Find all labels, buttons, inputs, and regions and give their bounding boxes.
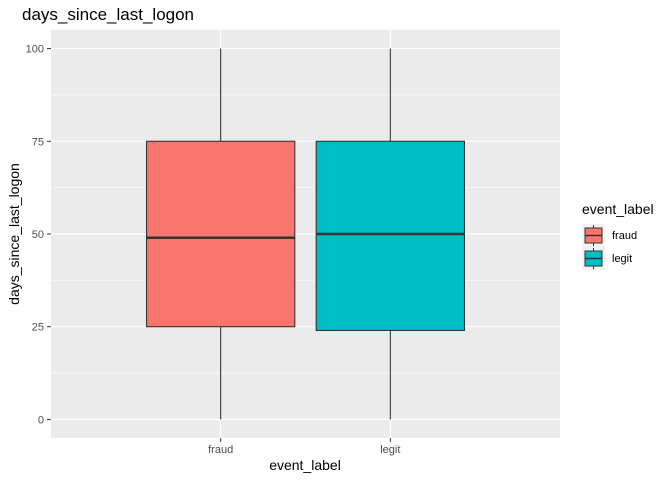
chart-title: days_since_last_logon xyxy=(22,5,194,24)
box-fraud xyxy=(145,48,296,420)
legend: event_label fraud legit xyxy=(582,201,654,270)
x-tick-label: legit xyxy=(380,444,400,456)
plot-panel xyxy=(51,30,560,438)
box-body xyxy=(315,140,466,331)
y-tick-label: 0 xyxy=(38,414,44,426)
box-body xyxy=(145,140,296,328)
axes: 0 25 50 75 100 fraud legit xyxy=(26,44,401,456)
box-legit xyxy=(315,48,466,420)
legend-item-legit: legit xyxy=(582,247,632,270)
legend-label: legit xyxy=(612,253,632,265)
legend-item-fraud: fraud xyxy=(582,224,637,247)
y-tick-label: 50 xyxy=(32,229,44,241)
legend-label: fraud xyxy=(612,230,637,242)
legend-title: event_label xyxy=(582,201,654,217)
y-tick-label: 25 xyxy=(32,322,44,334)
y-axis-title: days_since_last_logon xyxy=(6,163,22,305)
y-tick-label: 75 xyxy=(32,136,44,148)
box-marks xyxy=(145,48,466,420)
y-tick-label: 100 xyxy=(26,44,44,56)
x-axis-title: event_label xyxy=(269,457,341,473)
x-tick-label: fraud xyxy=(208,444,233,456)
